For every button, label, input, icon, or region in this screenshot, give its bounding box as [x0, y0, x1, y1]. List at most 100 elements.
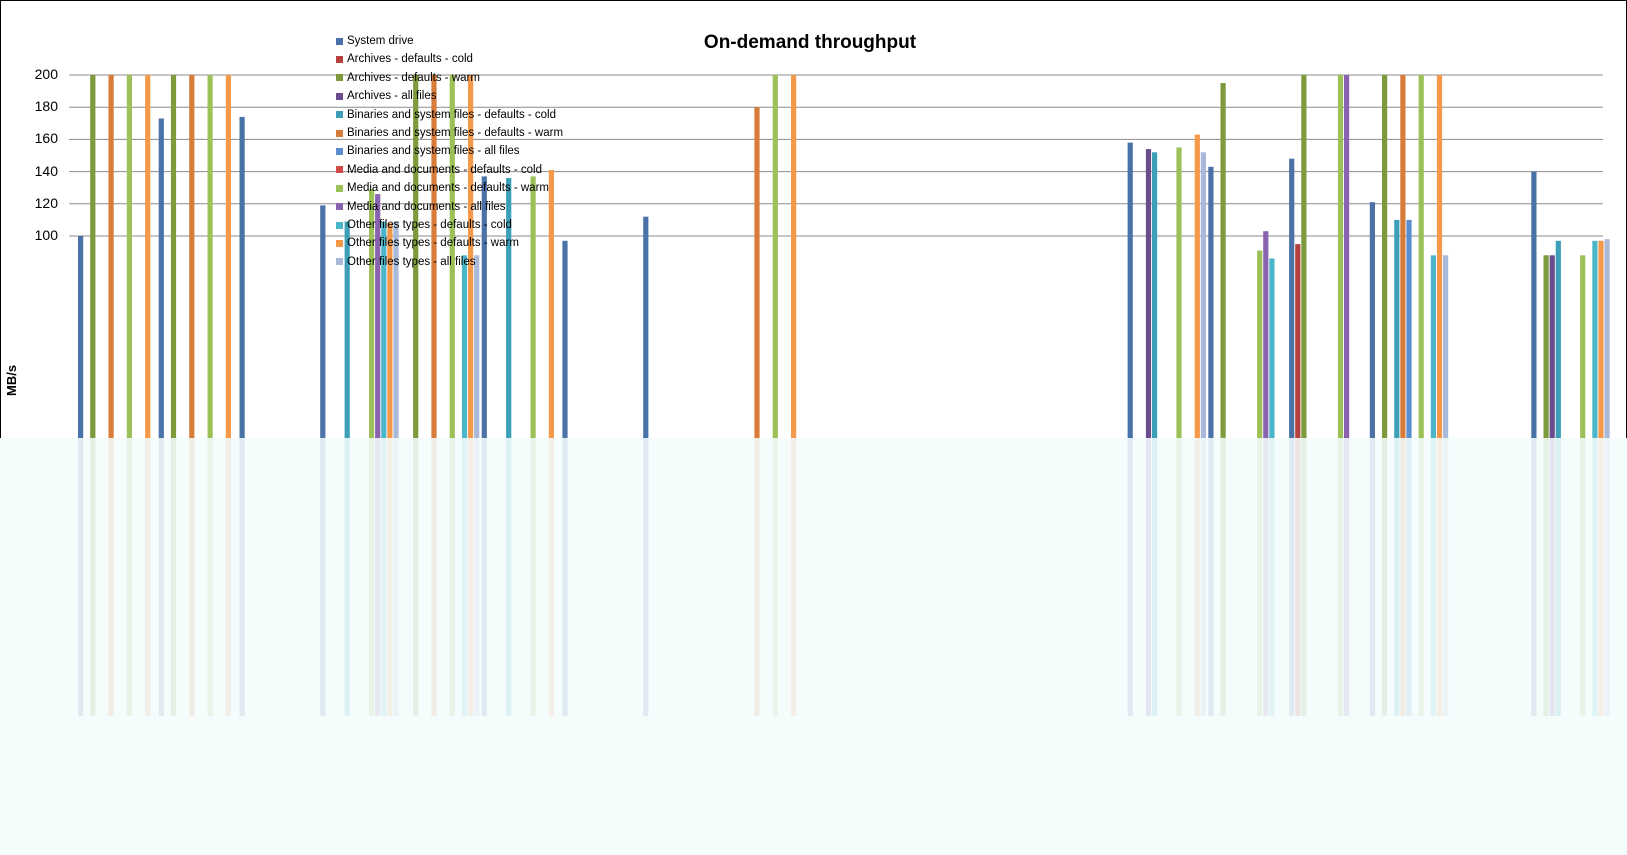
bar-17-series-11	[1430, 255, 1436, 438]
bar-faded-17-series-1	[1369, 438, 1375, 716]
bar-faded-4-series-13	[393, 438, 399, 716]
bar-faded-1-series-9	[126, 438, 132, 716]
bar-faded-6-series-12	[548, 438, 554, 716]
legend-label: System drive	[347, 35, 414, 47]
legend-label: Media and documents - defaults - warm	[347, 182, 549, 195]
bar-4-series-12	[387, 223, 393, 438]
legend-item: System drive	[336, 32, 563, 50]
bar-faded-4-series-12	[387, 438, 393, 716]
bar-1-series-12	[145, 75, 151, 438]
legend-label: Media and documents - defaults - cold	[347, 163, 542, 176]
bar-faded-14-series-4	[1145, 438, 1152, 716]
bar-faded-2-series-1	[158, 438, 164, 716]
bar-6-series-9	[530, 176, 536, 438]
bar-faded-2-series-12	[225, 438, 231, 716]
bar-4-series-13	[393, 221, 399, 438]
bar-17-series-12	[1436, 75, 1443, 438]
bar-4-series-10	[375, 194, 381, 438]
bar-faded-19-series-5	[1555, 438, 1561, 716]
bar-15-series-3	[1220, 83, 1226, 438]
bar-faded-1-series-6	[108, 438, 114, 716]
bar-faded-4-series-11	[381, 438, 387, 716]
washed-out-region	[0, 438, 1627, 855]
washed-out-bars	[78, 438, 1610, 716]
bar-faded-19-series-4	[1549, 438, 1555, 716]
bar-faded-2-series-9	[207, 438, 213, 716]
bar-faded-2-series-6	[189, 438, 195, 716]
legend-swatch	[336, 37, 343, 45]
bar-faded-5-series-3	[413, 438, 419, 716]
bar-faded-9-series-12	[791, 438, 797, 716]
legend-swatch	[336, 148, 343, 156]
bar-17-series-9	[1418, 75, 1424, 438]
bar-faded-19-series-13	[1604, 438, 1610, 716]
legend-label: Other files types - all files	[347, 255, 476, 268]
bar-14-series-13	[1200, 152, 1206, 439]
bar-faded-16-series-1	[1289, 438, 1295, 716]
bar-faded-14-series-5	[1152, 438, 1158, 716]
bar-6-series-5	[506, 178, 512, 438]
legend-label: Media and documents - all files	[347, 200, 506, 213]
bar-16-series-3	[1301, 75, 1307, 438]
y-axis-label: MB/s	[4, 364, 19, 396]
bar-faded-15-series-10	[1263, 438, 1269, 716]
bar-9-series-9	[772, 75, 778, 438]
bar-2-series-1	[158, 118, 164, 438]
bar-4-series-9	[369, 189, 375, 438]
legend-swatch	[336, 184, 343, 192]
legend-swatch	[336, 111, 343, 119]
y-tick-label-100: 100	[34, 227, 58, 243]
bar-faded-16-series-9	[1337, 438, 1344, 716]
bar-faded-7-series-1	[562, 438, 568, 716]
bar-5-series-9	[449, 75, 455, 438]
bar-8-series-1	[643, 216, 649, 438]
legend-label: Binaries and system files - all files	[347, 145, 520, 158]
bar-faded-4-series-5	[344, 438, 350, 716]
bar-faded-5-series-11	[461, 438, 468, 716]
bar-1-series-3	[90, 75, 96, 438]
bar-14-series-12	[1194, 134, 1200, 438]
legend-item: Archives - defaults - warm	[336, 69, 563, 87]
bar-faded-8-series-1	[643, 438, 649, 716]
bar-19-series-3	[1543, 255, 1549, 438]
bar-1-series-9	[126, 75, 132, 438]
bar-faded-3-series-1	[239, 438, 245, 716]
bar-7-series-1	[562, 240, 568, 438]
bar-1-series-6	[108, 75, 114, 438]
bar-faded-17-series-12	[1436, 438, 1443, 716]
bar-faded-17-series-5	[1394, 438, 1400, 716]
legend-label: Other files types - defaults - cold	[347, 218, 512, 231]
bar-14-series-1	[1127, 142, 1133, 438]
bar-faded-9-series-6	[754, 438, 760, 716]
legend-item: Archives - defaults - cold	[336, 50, 563, 68]
y-tick-label-140: 140	[34, 162, 58, 179]
bar-17-series-1	[1369, 202, 1375, 438]
legend-item: Media and documents - defaults - warm	[336, 179, 563, 197]
bar-faded-17-series-7	[1406, 438, 1412, 716]
bar-4-series-1	[320, 205, 326, 438]
chart-title: On-demand throughput	[703, 32, 917, 53]
bar-5-series-11	[461, 255, 468, 438]
legend-label: Binaries and system files - defaults - c…	[347, 108, 557, 121]
bar-faded-1-series-1	[78, 438, 84, 716]
legend-item: Media and documents - all files	[336, 198, 563, 216]
bar-faded-6-series-5	[506, 438, 512, 716]
legend-swatch	[336, 258, 343, 266]
y-tick-label-160: 160	[34, 130, 58, 147]
bar-4-series-5	[344, 221, 350, 438]
legend-item: Binaries and system files - all files	[336, 142, 563, 160]
bar-6-series-12	[548, 170, 554, 438]
bar-faded-17-series-9	[1418, 438, 1424, 716]
bar-15-series-1	[1208, 166, 1214, 439]
bar-faded-9-series-9	[772, 438, 778, 716]
legend-swatch	[336, 56, 343, 64]
bar-faded-16-series-3	[1301, 438, 1307, 716]
bar-16-series-9	[1337, 75, 1344, 438]
bar-faded-2-series-3	[170, 438, 177, 716]
bar-5-series-6	[431, 75, 437, 438]
bar-faded-14-series-9	[1176, 438, 1182, 716]
bar-faded-4-series-1	[320, 438, 326, 716]
bar-19-series-4	[1549, 255, 1555, 438]
legend-swatch	[336, 129, 343, 137]
